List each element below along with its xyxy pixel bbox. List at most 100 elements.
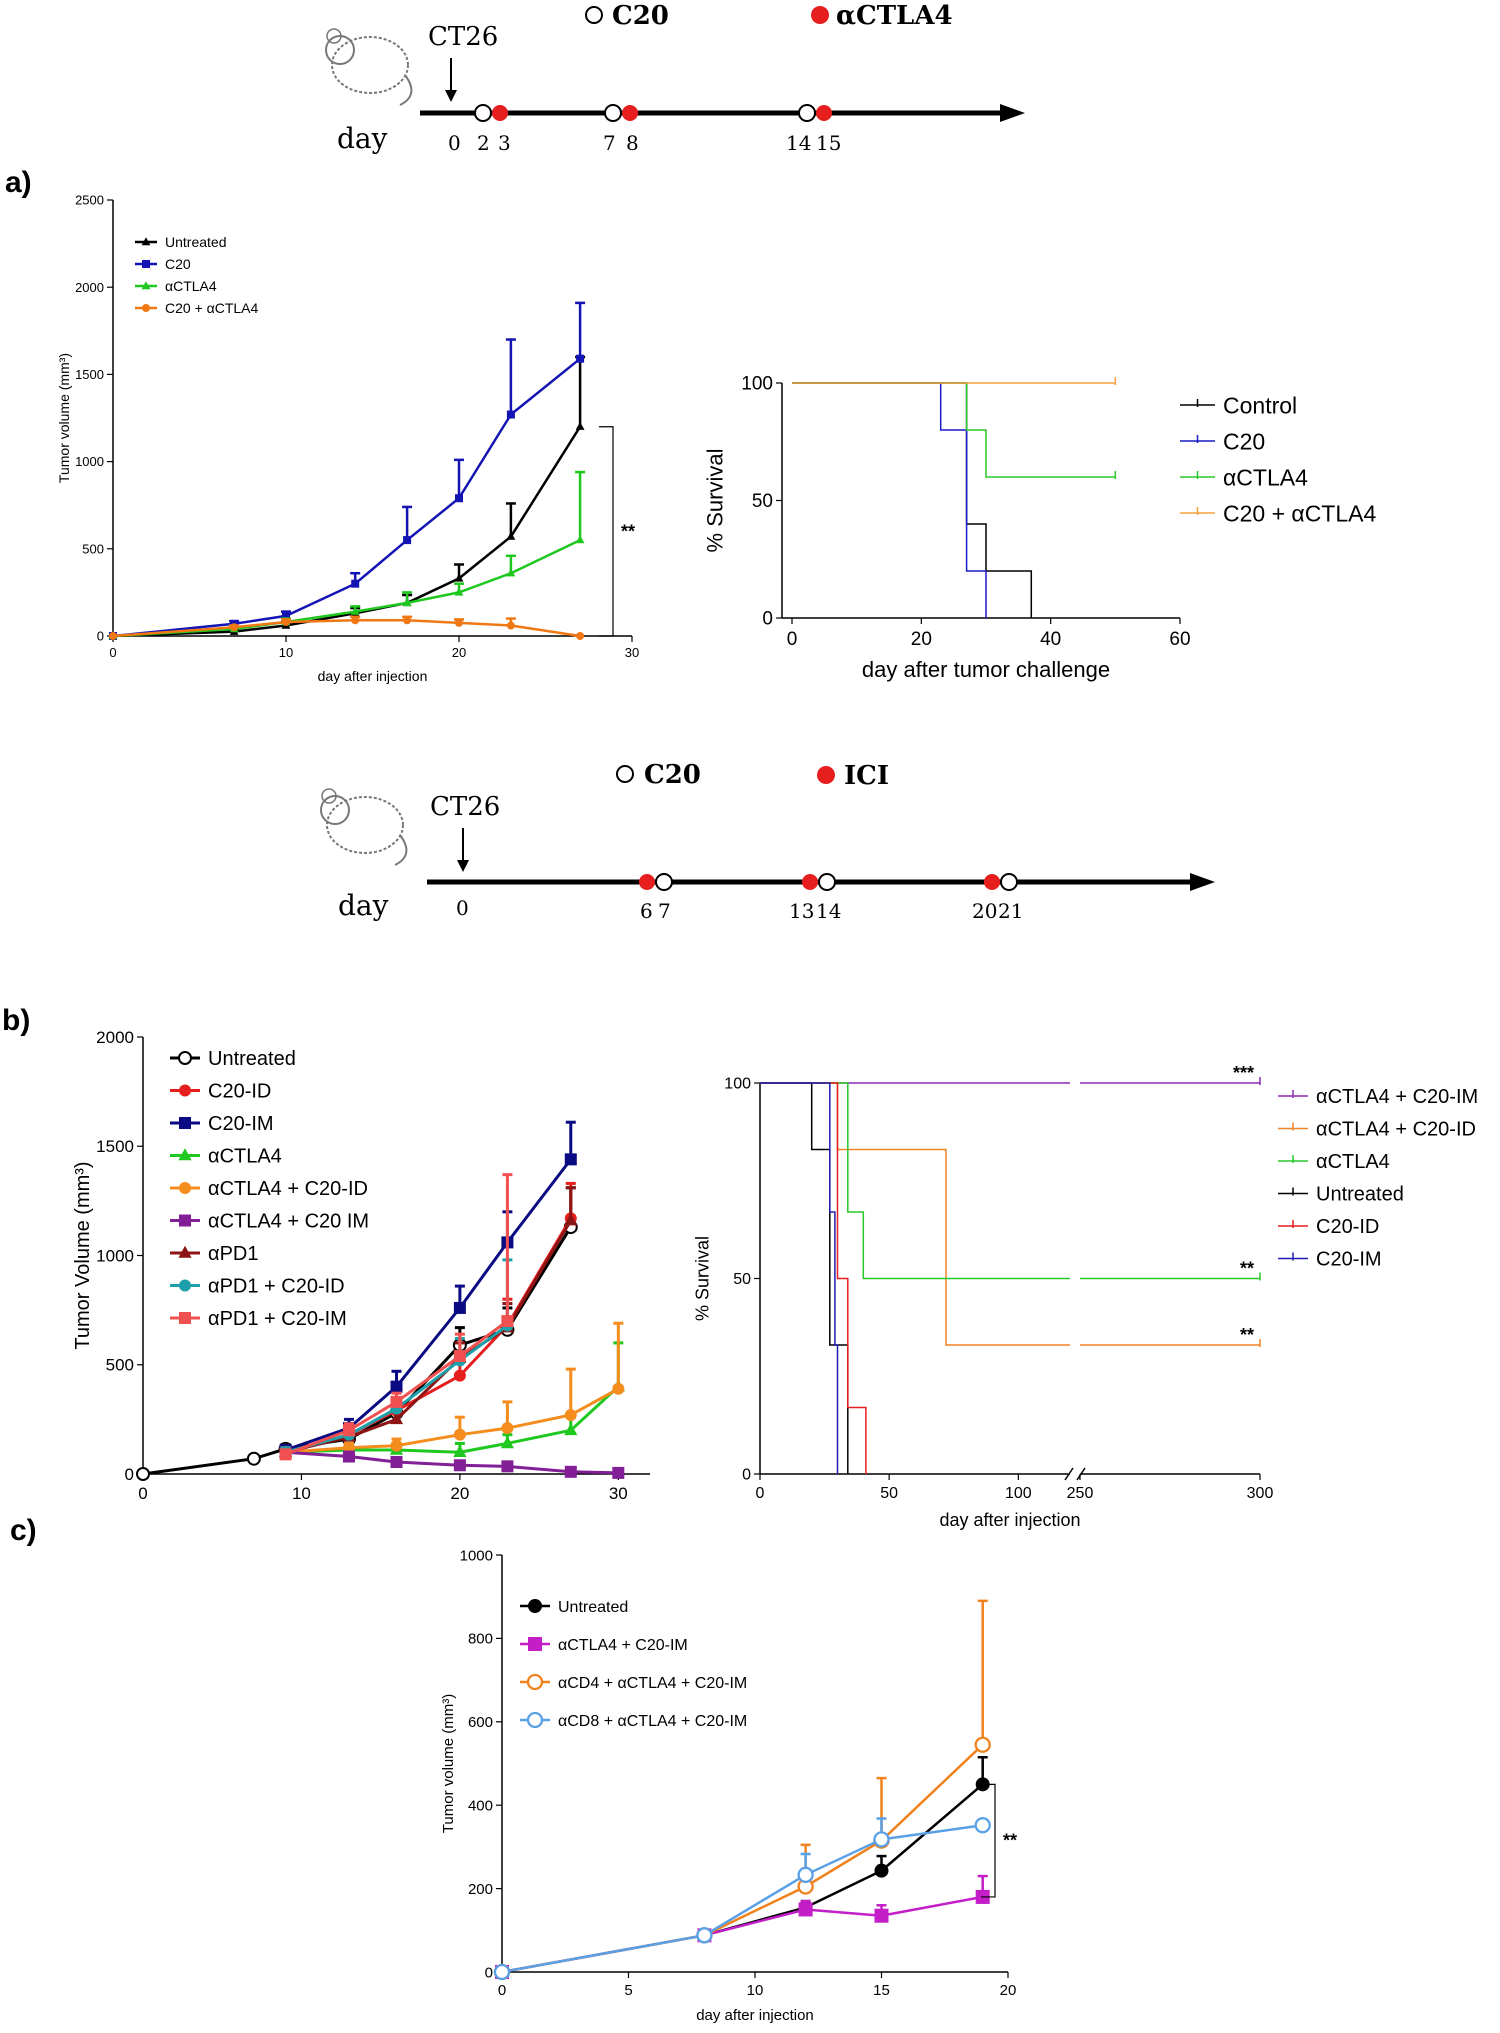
x-tick-label: 0: [756, 1485, 765, 1502]
survival-curve: [760, 1082, 1070, 1346]
legend: Untreated C20 αCTLA4 C20 + αCTLA4: [135, 234, 259, 316]
x-tick-label: 50: [880, 1485, 898, 1502]
y-tick-label: 2500: [75, 193, 104, 208]
schematic-b: CT26 day 0 6 7 13 14 20 21 C20 ICI: [320, 760, 1215, 923]
legend-label: C20: [1223, 428, 1265, 454]
chart-b-tumor: 0 500 1000 1500 2000 0 10 20 30 Tumor Volume (mm³…: [72, 1028, 650, 1503]
y-axis-label: Tumor volume (mm³): [440, 1694, 457, 1833]
data-point: [501, 1315, 514, 1328]
y-tick-label: 800: [468, 1631, 493, 1648]
series-untreated: [495, 1755, 990, 1979]
data-point: [564, 1213, 578, 1226]
data-point: [575, 421, 585, 430]
y-tick-label: 1000: [460, 1547, 493, 1564]
legend-swatch-marker: [526, 1711, 544, 1729]
significance-label: **: [1240, 1325, 1254, 1345]
y-axis-label: Tumor volume (mm³): [56, 353, 72, 483]
data-point: [454, 587, 464, 596]
data-point: [564, 1409, 577, 1422]
panel-label-b: b): [2, 1004, 30, 1037]
data-point: [612, 1466, 625, 1479]
data-point: [974, 1817, 991, 1834]
legend-label: αCD8 + αCTLA4 + C20-IM: [558, 1713, 747, 1730]
legend-swatch-marker: [179, 1214, 191, 1227]
data-point: [453, 1350, 466, 1363]
data-point: [506, 531, 516, 540]
ct26-label: CT26: [430, 792, 500, 822]
legend-swatch-marker: [528, 1637, 542, 1651]
series-cd8-ctla4-c20-im: [493, 1817, 991, 1981]
legend-swatch-marker: [178, 1148, 192, 1161]
data-point: [350, 606, 360, 615]
legend-label: Untreated: [558, 1599, 628, 1616]
legend-label: αCTLA4: [1316, 1151, 1390, 1173]
data-point: [403, 616, 412, 625]
data-point: [493, 1963, 511, 1981]
panel-label-c: c): [10, 1514, 37, 1547]
legend-label: C20-ID: [1316, 1216, 1379, 1238]
y-axis-label: % Survival: [692, 1236, 712, 1321]
data-point: [136, 1467, 150, 1481]
y-tick-label: 50: [733, 1271, 751, 1288]
x-axis-label: day after injection: [939, 1510, 1080, 1530]
legend-open-circle: [585, 6, 603, 24]
legend-label: Untreated: [165, 234, 226, 250]
significance-label: **: [1003, 1831, 1017, 1851]
x-tick-label: 10: [747, 1982, 764, 1999]
legend-label: αPD1 + C20-ID: [208, 1276, 345, 1298]
data-point: [506, 621, 515, 630]
data-point: [453, 1428, 466, 1441]
data-point: [279, 1448, 292, 1461]
legend-swatch-marker: [178, 1051, 192, 1065]
data-point: [403, 536, 412, 545]
legend-label: C20: [165, 256, 191, 272]
legend-swatch-marker: [178, 1245, 192, 1258]
legend-label: αPD1 + C20-IM: [208, 1308, 347, 1330]
y-tick-label: 200: [468, 1881, 493, 1898]
data-point: [390, 1380, 403, 1393]
schematic-a: CT26 day 0 2 3 7 8 14 15 C20 αCTLA4: [325, 1, 1025, 155]
legend-label: C20 + αCTLA4: [1223, 500, 1376, 526]
data-point: [455, 618, 463, 627]
data-point: [501, 1460, 514, 1473]
y-tick-label: 500: [106, 1356, 134, 1375]
tick-day-14: 14: [816, 899, 841, 923]
data-point: [576, 354, 585, 363]
x-tick-label: 5: [624, 1982, 632, 1999]
y-tick-label: 0: [97, 629, 104, 644]
series-line: [285, 1217, 573, 1455]
chart-a-survival: 0 50 100 0 20 40 60 day after tumor challenge % …: [703, 374, 1377, 682]
legend-label: αCTLA4 + C20 IM: [208, 1211, 369, 1233]
legend-swatch-marker: [179, 1312, 191, 1324]
data-point: [501, 1422, 514, 1435]
x-tick-label: 20: [450, 1484, 469, 1503]
y-tick-label: 2000: [75, 280, 104, 295]
data-point: [506, 568, 516, 577]
series-c20-ctla4: [792, 377, 1117, 385]
x-axis-label: day after injection: [318, 668, 428, 684]
data-point: [282, 611, 290, 620]
y-tick-label: 100: [724, 1076, 751, 1093]
x-tick-label: 30: [609, 1484, 628, 1503]
tick-day-0: 0: [448, 131, 461, 155]
series-c20-id: [760, 1082, 867, 1474]
y-tick-label: 0: [742, 1467, 751, 1484]
survival-curve: [792, 382, 1033, 618]
data-point: [974, 1736, 991, 1753]
x-tick-label: 60: [1169, 629, 1190, 650]
y-tick-label: 2000: [96, 1028, 134, 1047]
data-point: [402, 598, 412, 607]
data-point: [282, 618, 290, 627]
survival-curve: [792, 382, 987, 618]
x-tick-label: 20: [452, 645, 466, 660]
legend-label: αCTLA4: [1223, 464, 1308, 490]
data-point: [612, 1382, 625, 1395]
series-ctla4-c20-im: ***: [760, 1063, 1261, 1085]
tick-day-7: 7: [658, 899, 671, 923]
x-tick-label: 0: [109, 645, 116, 660]
data-point: [696, 1927, 713, 1944]
legend-label: Control: [1223, 392, 1297, 418]
x-tick-label: 300: [1247, 1485, 1274, 1502]
y-tick-label: 0: [485, 1964, 493, 1981]
